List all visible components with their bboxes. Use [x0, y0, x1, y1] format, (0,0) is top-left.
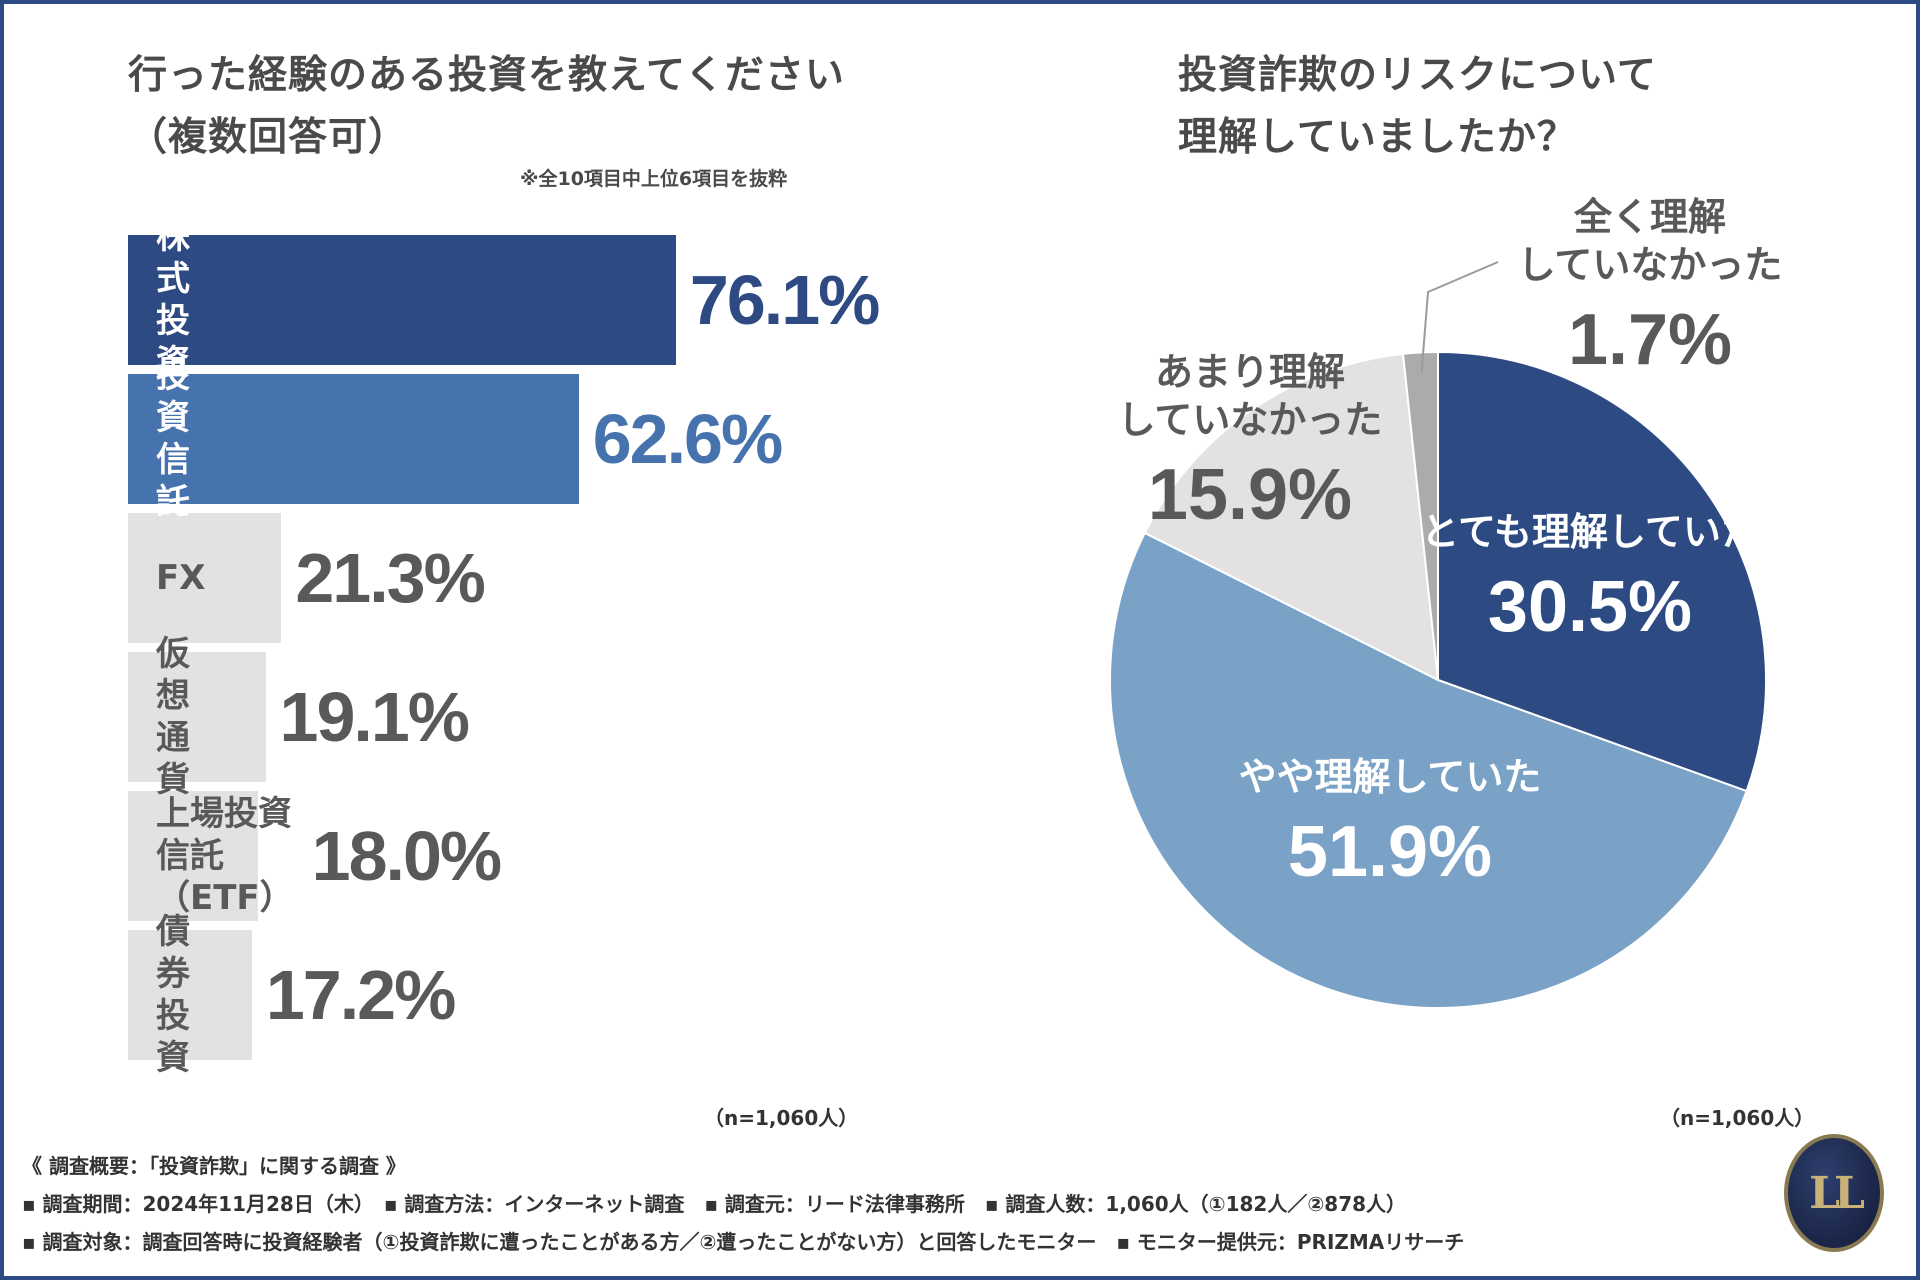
- bar: [128, 652, 266, 782]
- logo-text: LL: [1809, 1167, 1865, 1219]
- bar-value-label: 19.1%: [279, 678, 470, 756]
- bar-value-label: 21.3%: [295, 539, 485, 617]
- pie-slice-value: 15.9%: [1148, 455, 1352, 535]
- pie-slice: [1437, 350, 1767, 793]
- survey-details-line: ▪ 調査期間：2024年11月28日（木） ▪ 調査方法：インターネット調査 ▪…: [22, 1192, 1407, 1216]
- bar: [128, 374, 579, 504]
- bar-category-label: FX: [156, 558, 206, 598]
- pie-slice: [1401, 350, 1439, 681]
- pie-slice: [1143, 352, 1440, 682]
- law-firm-logo-icon: LL: [1784, 1134, 1884, 1252]
- bar: [128, 930, 252, 1060]
- bar-category-label: 債券投資: [156, 912, 190, 1078]
- pie-leader-line: [1420, 261, 1499, 373]
- pie-slice-label: あまり理解: [1155, 350, 1345, 394]
- bar-value-label: 18.0%: [311, 817, 502, 895]
- pie-slice-label: とても理解していた: [1421, 510, 1759, 554]
- pie-slice-label: やや理解していた: [1239, 755, 1542, 799]
- pie-slice-label: していなかった: [1118, 398, 1383, 442]
- pie-chart-sample-size: （n=1,060人）: [1660, 1106, 1815, 1130]
- bar-category-label: 株式投資: [156, 217, 190, 383]
- pie-slice-value: 30.5%: [1488, 567, 1692, 647]
- pie-slice-value: 1.7%: [1568, 300, 1732, 380]
- bar: [128, 235, 676, 365]
- pie-chart-title-line2: 理解していましたか？: [1178, 115, 1577, 160]
- pie-slice: [1109, 531, 1748, 1009]
- pie-slice-label: 全く理解: [1573, 195, 1726, 239]
- bar-chart-title-line2: （複数回答可）: [128, 115, 409, 160]
- bar: [128, 791, 258, 921]
- bar-chart-title-line1: 行った経験のある投資を教えてください: [128, 53, 845, 98]
- bar-chart-note: ※全10項目中上位6項目を抜粋: [520, 168, 788, 190]
- survey-overview-heading: 《 調査概要：「投資詐欺」に関する調査 》: [22, 1154, 406, 1178]
- pie-slice-label: していなかった: [1518, 243, 1783, 287]
- pie-chart-title-line1: 投資詐欺のリスクについて: [1178, 53, 1657, 98]
- bar-value-label: 17.2%: [265, 956, 456, 1034]
- pie-slice-value: 51.9%: [1288, 812, 1492, 892]
- bar-category-label: 上場投資信託 （ETF）: [156, 794, 294, 918]
- bar-value-label: 62.6%: [592, 400, 783, 478]
- bar: [128, 513, 282, 643]
- bar-chart-sample-size: （n=1,060人）: [704, 1106, 859, 1130]
- bar-category-label: 仮想通貨: [156, 634, 190, 800]
- survey-target-line: ▪ 調査対象：調査回答時に投資経験者（①投資詐欺に遭ったことがある方／②遭ったこ…: [22, 1230, 1465, 1254]
- bar-category-label: 投資信託: [156, 356, 190, 522]
- bar-value-label: 76.1%: [689, 261, 880, 339]
